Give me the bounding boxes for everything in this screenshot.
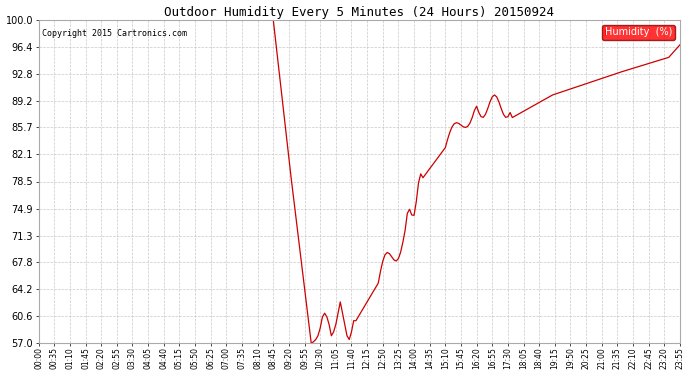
Legend: Humidity  (%): Humidity (%) — [602, 25, 675, 40]
Text: Copyright 2015 Cartronics.com: Copyright 2015 Cartronics.com — [42, 29, 187, 38]
Title: Outdoor Humidity Every 5 Minutes (24 Hours) 20150924: Outdoor Humidity Every 5 Minutes (24 Hou… — [164, 6, 554, 18]
